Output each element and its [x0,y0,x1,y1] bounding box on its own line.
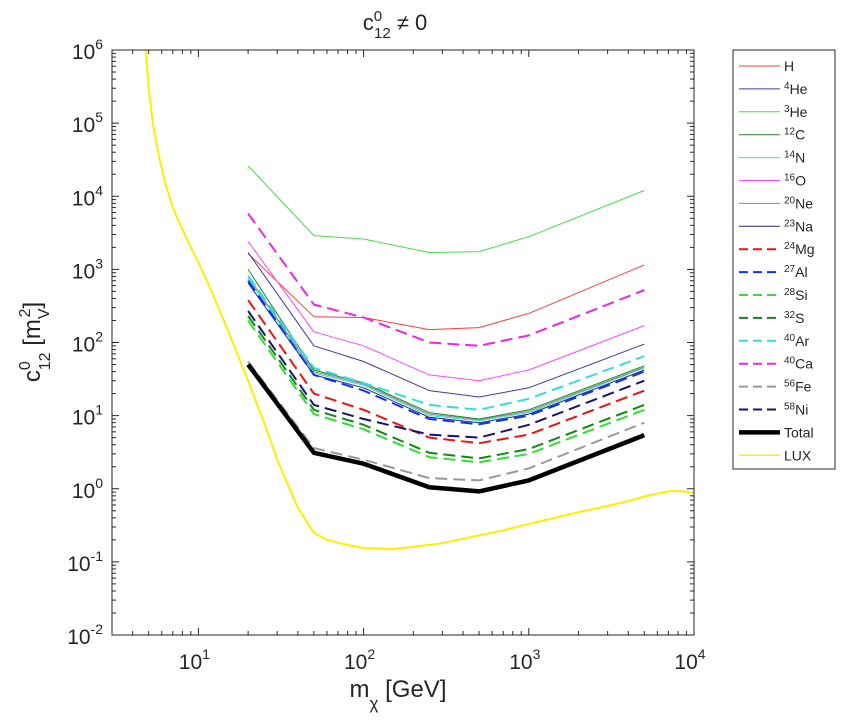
legend-box [732,49,836,470]
y-tick-label: 105 [72,109,103,137]
lux-curve-layer [144,49,695,551]
series-line-h [247,253,645,331]
y-tick-label: 106 [72,36,103,64]
legend-label-o-16: 16O [784,173,806,189]
legend-label-he-4: 4He [784,81,808,97]
legend-label-n-14: 14N [784,150,805,166]
legend-label-total: Total [784,424,814,440]
legend-label-na-23: 23Na [784,218,813,234]
series-line-he-4 [247,252,645,398]
legend-label-h: H [784,58,794,74]
series-line-ni-58 [247,310,645,439]
chart-title: c0 12 ≠ 0 [363,8,428,42]
series-line-lux [144,49,695,551]
series-line-he-3 [247,165,645,253]
y-tick-labels: 10-2 10-1 100 101 102 103 104 105 106 [67,36,103,649]
series-lines [246,165,646,494]
legend-label-ca-40: 40Ca [784,356,813,372]
plot-area [111,49,695,636]
y-tick-label: 104 [72,182,103,210]
plot-frame [111,49,695,636]
x-tick-label: 101 [179,646,210,674]
y-tick-label: 102 [72,329,103,357]
legend-label-mg-24: 24Mg [784,241,815,257]
legend-label-s-32: 32S [784,310,804,326]
series-line-s-32 [247,315,645,460]
series-line-o-16 [247,241,645,382]
x-tick-labels: 101 102 103 104 [179,646,706,674]
y-axis-label: c0 12 [mV2] [17,302,54,382]
y-tick-label: 103 [72,255,103,283]
legend-label-ar-40: 40Ar [784,333,809,349]
y-tick-label: 101 [72,402,103,430]
x-tick-label: 102 [344,646,375,674]
legend-label-lux: LUX [784,447,812,463]
legend-label-al-27: 27Al [784,264,808,280]
series-line-total [246,363,646,494]
y-tick-label: 100 [72,475,103,503]
series-line-al-27 [247,280,645,426]
series-line-ca-40 [247,212,645,347]
legend-label-ni-58: 58Ni [784,402,808,418]
x-tick-label: 103 [509,646,540,674]
series-line-fe-56 [247,360,645,482]
series-line-si-28 [247,319,645,464]
legend-label-si-28: 28Si [784,287,808,303]
legend-label-fe-56: 56Fe [784,379,812,395]
y-tick-label: 10-2 [67,621,103,649]
series-line-ne-20 [247,276,645,421]
legend-label-c-12: 12C [784,127,805,143]
y-tick-label: 10-1 [67,548,103,576]
legend-entries: H 4He 3He 12C 14N 16O 20Ne 23Na 24Mg 27Al 28Si 32S 4… [739,58,815,463]
legend-label-he-3: 3He [784,104,808,120]
legend-label-ne-20: 20Ne [784,195,813,211]
series-line-c-12 [247,269,645,420]
x-axis-label: mχ [GeV] [350,676,447,713]
legend: H 4He 3He 12C 14N 16O 20Ne 23Na 24Mg 27Al 28Si 32S 4… [732,49,836,470]
series-line-mg-24 [247,299,645,445]
x-tick-label: 104 [674,646,705,674]
series-line-ar-40 [247,275,645,411]
